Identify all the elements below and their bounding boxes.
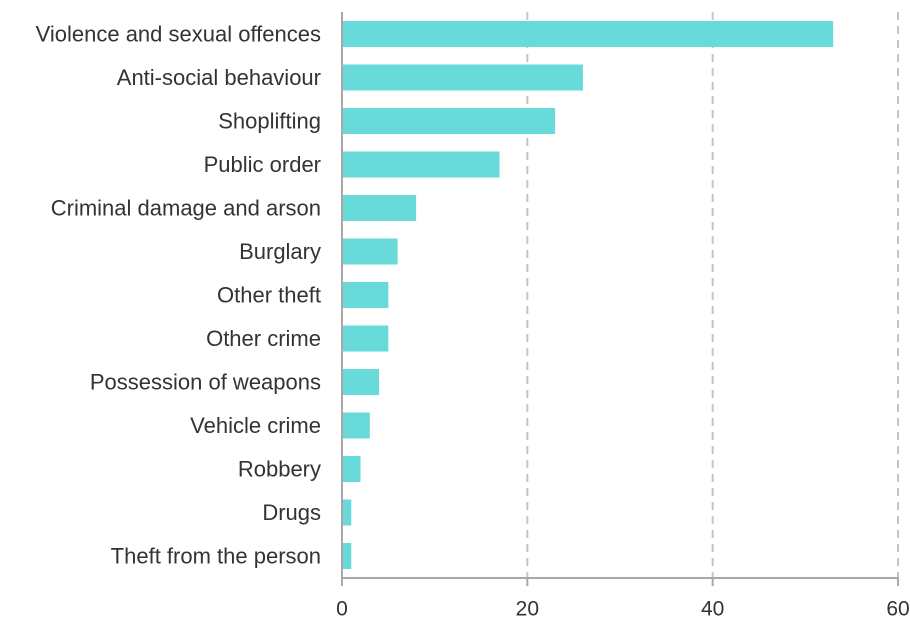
x-tick-label: 0 (336, 598, 348, 620)
bar-2[interactable] (342, 108, 556, 134)
category-label: Vehicle crime (190, 413, 321, 438)
category-label: Anti-social behaviour (117, 65, 321, 90)
category-label: Other crime (206, 326, 321, 351)
bar-0[interactable] (342, 21, 834, 47)
category-label: Shoplifting (218, 109, 321, 134)
bar-8[interactable] (342, 369, 380, 395)
x-tick-label: 40 (701, 598, 724, 620)
bar-5[interactable] (342, 238, 398, 265)
bar-9[interactable] (342, 412, 370, 439)
bar-12[interactable] (342, 543, 352, 569)
bar-6[interactable] (342, 282, 389, 308)
category-label: Public order (204, 152, 321, 177)
category-label: Other theft (217, 283, 321, 308)
category-label: Criminal damage and arson (51, 196, 321, 221)
category-label: Possession of weapons (90, 370, 321, 395)
bar-10[interactable] (342, 456, 361, 482)
bar-1[interactable] (342, 64, 583, 91)
category-label-layer: Violence and sexual offences Anti-social … (36, 22, 321, 569)
axis-layer (341, 12, 899, 586)
bar-3[interactable] (342, 151, 500, 178)
bar-11[interactable] (342, 499, 352, 526)
category-label: Robbery (238, 457, 321, 482)
bar-layer (342, 21, 834, 569)
bar-7[interactable] (342, 325, 389, 352)
tick-label-layer: 0 20 40 60 (336, 598, 910, 621)
category-label: Burglary (239, 239, 321, 264)
category-label: Drugs (262, 500, 321, 525)
x-tick-label: 20 (516, 598, 539, 620)
x-tick-label: 60 (886, 598, 909, 620)
bar-4[interactable] (342, 195, 417, 221)
grid-layer (526, 12, 899, 578)
category-label: Theft from the person (111, 544, 321, 569)
category-label: Violence and sexual offences (36, 22, 321, 47)
